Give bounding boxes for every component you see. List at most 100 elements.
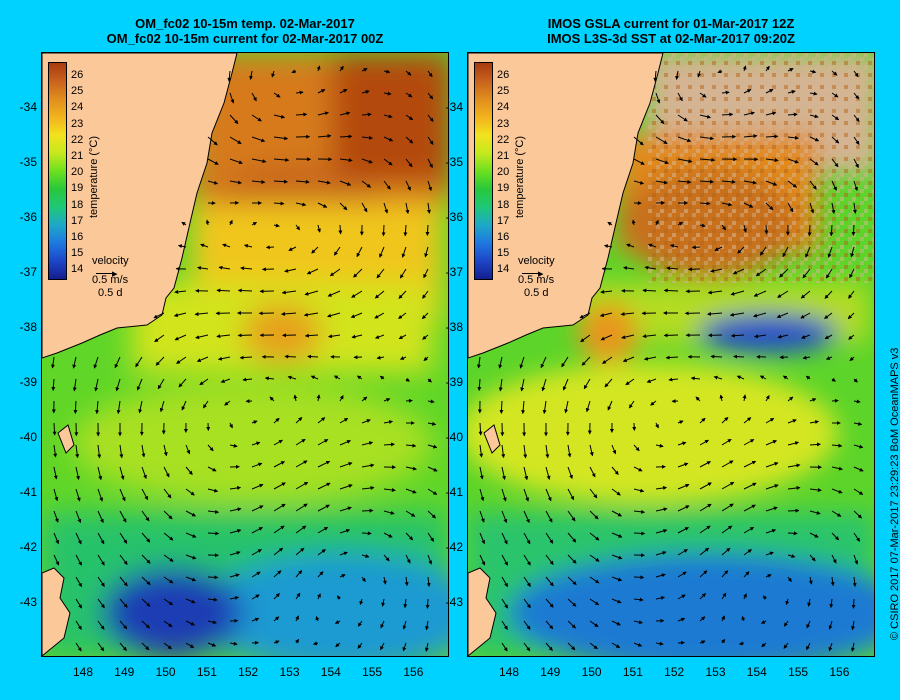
current-vector-arrow — [760, 620, 767, 624]
current-vector-arrow — [787, 441, 800, 446]
current-vector-arrow — [853, 444, 864, 449]
current-vector-arrow — [567, 466, 573, 480]
current-vector-arrow — [743, 224, 747, 233]
current-vector-arrow — [141, 444, 146, 458]
current-vector-arrow — [178, 378, 187, 388]
current-vector-arrow — [405, 488, 417, 494]
current-vector-arrow — [427, 466, 438, 472]
current-vector-arrow — [666, 266, 679, 271]
current-vector-arrow — [759, 246, 767, 256]
current-vector-arrow — [501, 532, 508, 545]
current-vector-arrow — [119, 532, 128, 544]
current-vector-arrow — [357, 642, 363, 649]
current-vector-arrow — [317, 439, 329, 446]
current-vector-arrow — [663, 333, 679, 338]
current-vector-arrow — [293, 394, 298, 402]
current-vector-arrow — [809, 136, 820, 142]
current-vector-arrow — [737, 246, 745, 254]
current-vector-arrow — [399, 268, 407, 279]
current-vector-arrow — [787, 180, 798, 188]
current-vector-arrow — [697, 70, 702, 78]
current-vector-arrow — [733, 354, 745, 359]
current-vector-arrow — [611, 620, 621, 626]
current-vector-arrow — [621, 334, 635, 340]
current-vector-arrow — [851, 620, 855, 631]
current-vector-arrow — [589, 620, 599, 628]
current-vector-arrow — [95, 400, 100, 415]
colorbar-tick-label: 26 — [497, 69, 510, 81]
current-vector-arrow — [185, 642, 195, 649]
cloud-mask — [648, 53, 874, 283]
current-vector-arrow — [853, 532, 861, 542]
current-vector-arrow — [427, 532, 435, 542]
current-vector-arrow — [765, 180, 778, 186]
current-vector-arrow — [589, 466, 596, 478]
current-vector-arrow — [567, 444, 572, 458]
current-vector-arrow — [633, 136, 644, 146]
current-vector-arrow — [729, 312, 745, 317]
current-vector-arrow — [273, 482, 286, 490]
current-vector-arrow — [174, 334, 187, 341]
current-vector-arrow — [75, 510, 82, 524]
current-vector-arrow — [295, 179, 310, 184]
latitude-label: -37 — [445, 265, 463, 279]
current-vector-arrow — [405, 466, 417, 471]
current-vector-arrow — [743, 571, 750, 578]
credit-text: © CSIRO 2017 07-Mar-2017 23:29:23 BoM Oc… — [889, 347, 900, 640]
current-vector-arrow — [721, 417, 729, 424]
current-vector-arrow — [177, 244, 187, 249]
current-vector-arrow — [185, 598, 196, 604]
current-vector-arrow — [339, 395, 344, 402]
current-vectors — [50, 65, 438, 652]
current-vector-arrow — [207, 642, 217, 647]
colorbar-tick-label: 25 — [71, 85, 84, 98]
current-vector-arrow — [849, 268, 855, 279]
current-vector-arrow — [75, 598, 83, 609]
current-vector-arrow — [427, 378, 432, 383]
right-map-panel[interactable] — [467, 52, 875, 657]
current-vector-arrow — [721, 592, 727, 600]
current-vector-arrow — [545, 554, 554, 566]
current-vector-arrow — [831, 510, 842, 517]
current-vector-arrow — [381, 224, 386, 237]
colorbar-title: temperature (°C) — [514, 135, 526, 218]
left-map-panel[interactable] — [41, 52, 449, 657]
current-vector-arrow — [405, 158, 413, 168]
current-vector-arrow — [398, 334, 407, 340]
current-vector-arrow — [207, 575, 219, 580]
current-vector-arrow — [251, 483, 264, 490]
left-panel-title: OM_fc02 10-15m temp. 02-Mar-2017 OM_fc02… — [40, 16, 450, 46]
current-vector-arrow — [265, 245, 275, 250]
current-vector-arrow — [119, 466, 125, 480]
current-vector-arrow — [273, 201, 285, 206]
current-vector-arrow — [53, 554, 60, 566]
current-vector-arrow — [316, 394, 321, 402]
current-vector-arrow — [194, 312, 209, 317]
current-vector-arrow — [229, 136, 242, 145]
current-vector-arrow — [222, 243, 231, 248]
current-vector-arrow — [97, 620, 105, 630]
current-vector-arrow — [273, 503, 286, 512]
current-vector-arrow — [765, 158, 779, 163]
longitude-label: 150 — [155, 665, 176, 679]
current-vector-arrow — [317, 460, 331, 468]
current-vector-arrow — [356, 375, 363, 380]
longitude-label: 151 — [622, 665, 643, 679]
current-vector-arrow — [567, 532, 577, 543]
current-vector-arrow — [75, 554, 82, 566]
current-vector-arrow — [359, 598, 364, 606]
current-vector-arrow — [97, 510, 104, 524]
current-vector-arrow — [633, 444, 640, 452]
current-vector-arrow — [317, 417, 326, 424]
current-vector-arrow — [633, 620, 643, 625]
current-vector-arrow — [800, 290, 811, 299]
left-map-svg — [42, 53, 448, 656]
current-vector-arrow — [185, 510, 196, 517]
current-vector-arrow — [353, 268, 363, 278]
current-vector-arrow — [589, 444, 594, 457]
latitude-label: -39 — [19, 375, 37, 389]
current-vector-arrow — [479, 510, 485, 523]
current-vector-arrow — [633, 575, 645, 580]
current-vector-arrow — [402, 620, 407, 630]
current-vector-arrow — [743, 89, 752, 94]
